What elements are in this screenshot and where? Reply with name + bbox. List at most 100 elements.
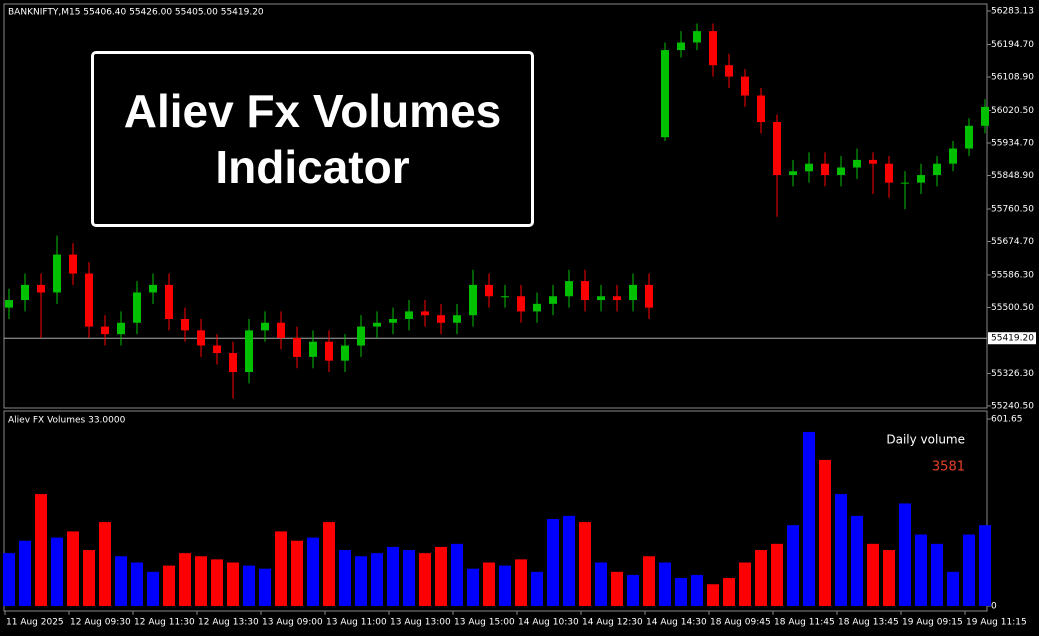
y-tick-label: 55674.70 (991, 237, 1034, 247)
volume-bar (899, 503, 911, 606)
last-price-label: 55419.20 (991, 334, 1034, 344)
candle-body (165, 284, 173, 319)
volume-bar (547, 518, 559, 606)
candle-body (133, 292, 141, 323)
volume-header: Aliev FX Volumes 33.0000 (8, 416, 126, 426)
candle-body (805, 163, 813, 172)
volume-bar (595, 562, 607, 606)
candle-body (741, 76, 749, 96)
volume-bar (51, 537, 63, 606)
candle-body (261, 322, 269, 331)
volume-bar (611, 571, 623, 606)
y-tick-label: 56020.50 (991, 106, 1034, 116)
volume-bar (227, 562, 239, 606)
volume-bar (35, 494, 47, 606)
candle-body (197, 330, 205, 346)
volume-bar (115, 556, 127, 606)
candle-body (629, 284, 637, 301)
x-tick-label: 13 Aug 11:00 (326, 618, 387, 628)
volume-bar (99, 522, 111, 606)
candle-body (405, 311, 413, 319)
candle-body (501, 296, 509, 298)
y-tick-label: 55326.30 (991, 369, 1034, 379)
volume-bar (163, 565, 175, 606)
volume-bar (19, 540, 31, 606)
candle-body (421, 311, 429, 316)
candle-body (277, 322, 285, 338)
volume-bar (323, 522, 335, 606)
candle-body (453, 315, 461, 323)
volume-bar (131, 562, 143, 606)
candle-body (789, 171, 797, 176)
candle-body (373, 322, 381, 327)
volume-bar (355, 556, 367, 606)
candle-body (709, 31, 717, 66)
candle-body (693, 31, 701, 43)
x-tick-label: 14 Aug 10:30 (518, 618, 579, 628)
candle-body (517, 296, 525, 312)
volume-bar (643, 556, 655, 606)
y-tick-label: 55500.50 (991, 303, 1034, 313)
volume-bar (243, 565, 255, 606)
volume-bar (803, 431, 815, 606)
candle-body (613, 296, 621, 301)
volume-bar (691, 574, 703, 606)
volume-bar (851, 515, 863, 606)
volume-bar (947, 571, 959, 606)
volume-bar (403, 550, 415, 606)
candle-body (341, 345, 349, 361)
volume-bar (579, 522, 591, 606)
x-tick-label: 13 Aug 15:00 (454, 618, 515, 628)
y-tick-label: 56194.70 (991, 40, 1034, 50)
candle-body (885, 163, 893, 183)
candle-body (981, 106, 989, 126)
x-tick-label: 11 Aug 2025 (6, 618, 64, 628)
volume-bar (867, 543, 879, 606)
daily-volume-label: Daily volume (886, 433, 965, 447)
candle-body (837, 167, 845, 176)
candle-body (309, 341, 317, 357)
candle-body (581, 281, 589, 301)
x-tick-label: 13 Aug 09:00 (262, 618, 323, 628)
volume-bar (819, 459, 831, 606)
candle-body (485, 284, 493, 297)
candle-body (901, 182, 909, 184)
candle-body (965, 125, 973, 149)
candle-body (917, 175, 925, 183)
x-tick-label: 19 Aug 11:15 (966, 618, 1027, 628)
candle-body (117, 322, 125, 335)
volume-bar (451, 543, 463, 606)
volume-bar (963, 534, 975, 606)
x-tick-label: 18 Aug 09:45 (710, 618, 771, 628)
volume-bar (787, 525, 799, 606)
volume-bar (723, 578, 735, 606)
volume-bar (979, 525, 991, 606)
candle-body (533, 303, 541, 312)
volume-bar (419, 553, 431, 606)
volume-bar (195, 556, 207, 606)
volume-bar (83, 550, 95, 606)
volume-bar (435, 546, 447, 606)
candle-body (85, 273, 93, 327)
candle-body (773, 122, 781, 176)
x-tick-label: 12 Aug 09:30 (70, 618, 131, 628)
volume-bar (531, 571, 543, 606)
last-price-box (988, 332, 1036, 345)
x-tick-label: 19 Aug 09:15 (902, 618, 963, 628)
symbol-header: BANKNIFTY,M15 55406.40 55426.00 55405.00… (8, 8, 264, 18)
candle-body (469, 284, 477, 316)
x-tick-label: 18 Aug 11:45 (774, 618, 835, 628)
volume-bar (3, 553, 15, 606)
x-tick-label: 18 Aug 13:45 (838, 618, 899, 628)
volume-bar (771, 543, 783, 606)
volume-bar (275, 531, 287, 606)
volume-bar (739, 562, 751, 606)
volume-bar (659, 562, 671, 606)
candle-body (869, 159, 877, 164)
candle-body (389, 318, 397, 323)
candle-body (101, 326, 109, 335)
candle-body (5, 300, 13, 308)
volume-bar (467, 568, 479, 606)
volume-bar (259, 568, 271, 606)
candle-body (661, 50, 669, 138)
